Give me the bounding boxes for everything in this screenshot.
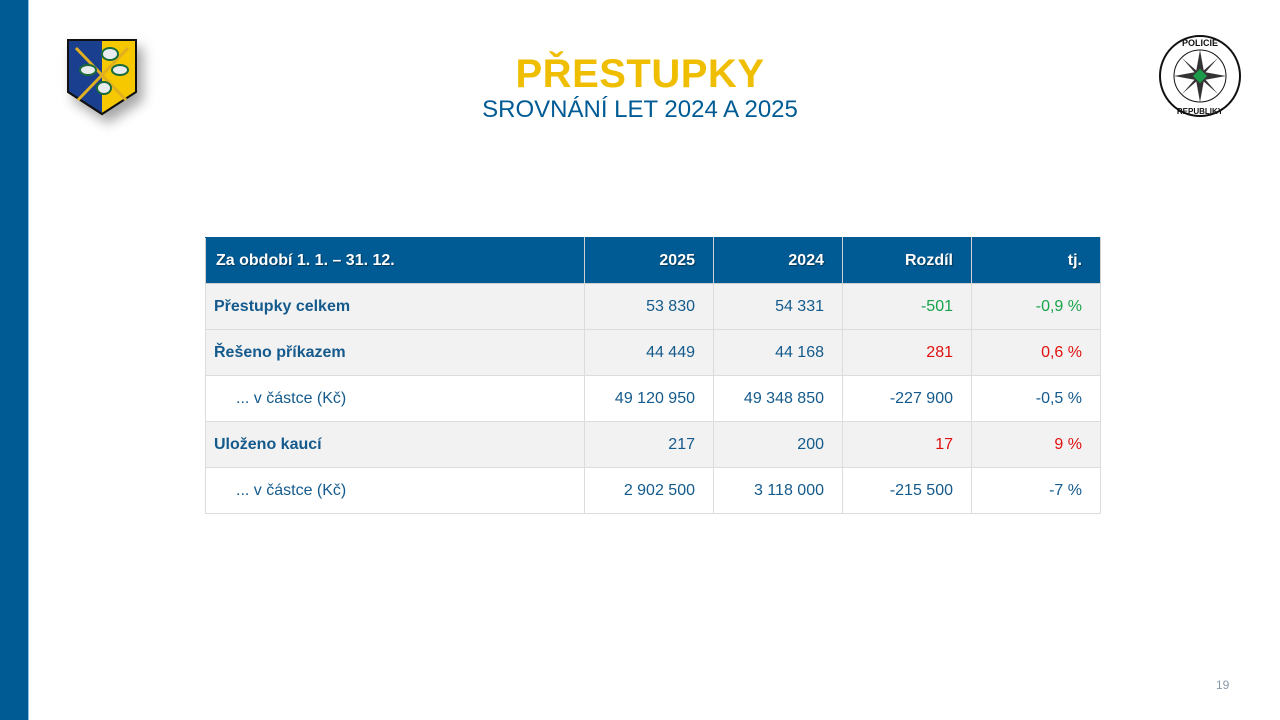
value-percent: -7 % bbox=[971, 467, 1101, 514]
row-label: Uloženo kaucí bbox=[205, 421, 585, 468]
row-label: ... v částce (Kč) bbox=[205, 467, 585, 514]
value-2025: 53 830 bbox=[584, 283, 714, 330]
value-difference: -215 500 bbox=[842, 467, 972, 514]
page-number: 19 bbox=[1216, 678, 1230, 692]
sidebar-bar bbox=[0, 0, 29, 720]
slide-subtitle: SROVNÁNÍ LET 2024 A 2025 bbox=[482, 96, 798, 123]
header-2024: 2024 bbox=[713, 237, 843, 284]
value-difference: 17 bbox=[842, 421, 972, 468]
row-label: ... v částce (Kč) bbox=[205, 375, 585, 422]
row-label: Řešeno příkazem bbox=[205, 329, 585, 376]
table-header-row: Za období 1. 1. – 31. 12. 2025 2024 Rozd… bbox=[205, 237, 1101, 284]
table-row: Přestupky celkem 53 830 54 331 -501 -0,9… bbox=[205, 283, 1101, 330]
comparison-table: Za období 1. 1. – 31. 12. 2025 2024 Rozd… bbox=[205, 237, 1101, 514]
value-percent: -0,9 % bbox=[971, 283, 1101, 330]
value-percent: 9 % bbox=[971, 421, 1101, 468]
value-difference: -501 bbox=[842, 283, 972, 330]
value-2024: 54 331 bbox=[713, 283, 843, 330]
header-difference: Rozdíl bbox=[842, 237, 972, 284]
slide-title: PŘESTUPKY bbox=[515, 52, 765, 96]
value-2024: 49 348 850 bbox=[713, 375, 843, 422]
table-row: Uloženo kaucí 217 200 17 9 % bbox=[205, 421, 1101, 468]
value-2025: 2 902 500 bbox=[584, 467, 714, 514]
value-2025: 49 120 950 bbox=[584, 375, 714, 422]
table-row: ... v částce (Kč) 2 902 500 3 118 000 -2… bbox=[205, 467, 1101, 514]
value-2024: 3 118 000 bbox=[713, 467, 843, 514]
table-row: Řešeno příkazem 44 449 44 168 281 0,6 % bbox=[205, 329, 1101, 376]
svg-text:POLICIE: POLICIE bbox=[1182, 38, 1218, 48]
header-percent: tj. bbox=[971, 237, 1101, 284]
header-period: Za období 1. 1. – 31. 12. bbox=[205, 237, 585, 284]
value-difference: -227 900 bbox=[842, 375, 972, 422]
value-2025: 44 449 bbox=[584, 329, 714, 376]
value-2024: 44 168 bbox=[713, 329, 843, 376]
value-percent: 0,6 % bbox=[971, 329, 1101, 376]
police-emblem-icon: POLICIE REPUBLIKY bbox=[1158, 34, 1242, 118]
value-percent: -0,5 % bbox=[971, 375, 1101, 422]
row-label: Přestupky celkem bbox=[205, 283, 585, 330]
value-2024: 200 bbox=[713, 421, 843, 468]
header-2025: 2025 bbox=[584, 237, 714, 284]
coat-of-arms-icon bbox=[66, 38, 138, 116]
value-2025: 217 bbox=[584, 421, 714, 468]
value-difference: 281 bbox=[842, 329, 972, 376]
table-row: ... v částce (Kč) 49 120 950 49 348 850 … bbox=[205, 375, 1101, 422]
svg-text:REPUBLIKY: REPUBLIKY bbox=[1177, 107, 1224, 116]
